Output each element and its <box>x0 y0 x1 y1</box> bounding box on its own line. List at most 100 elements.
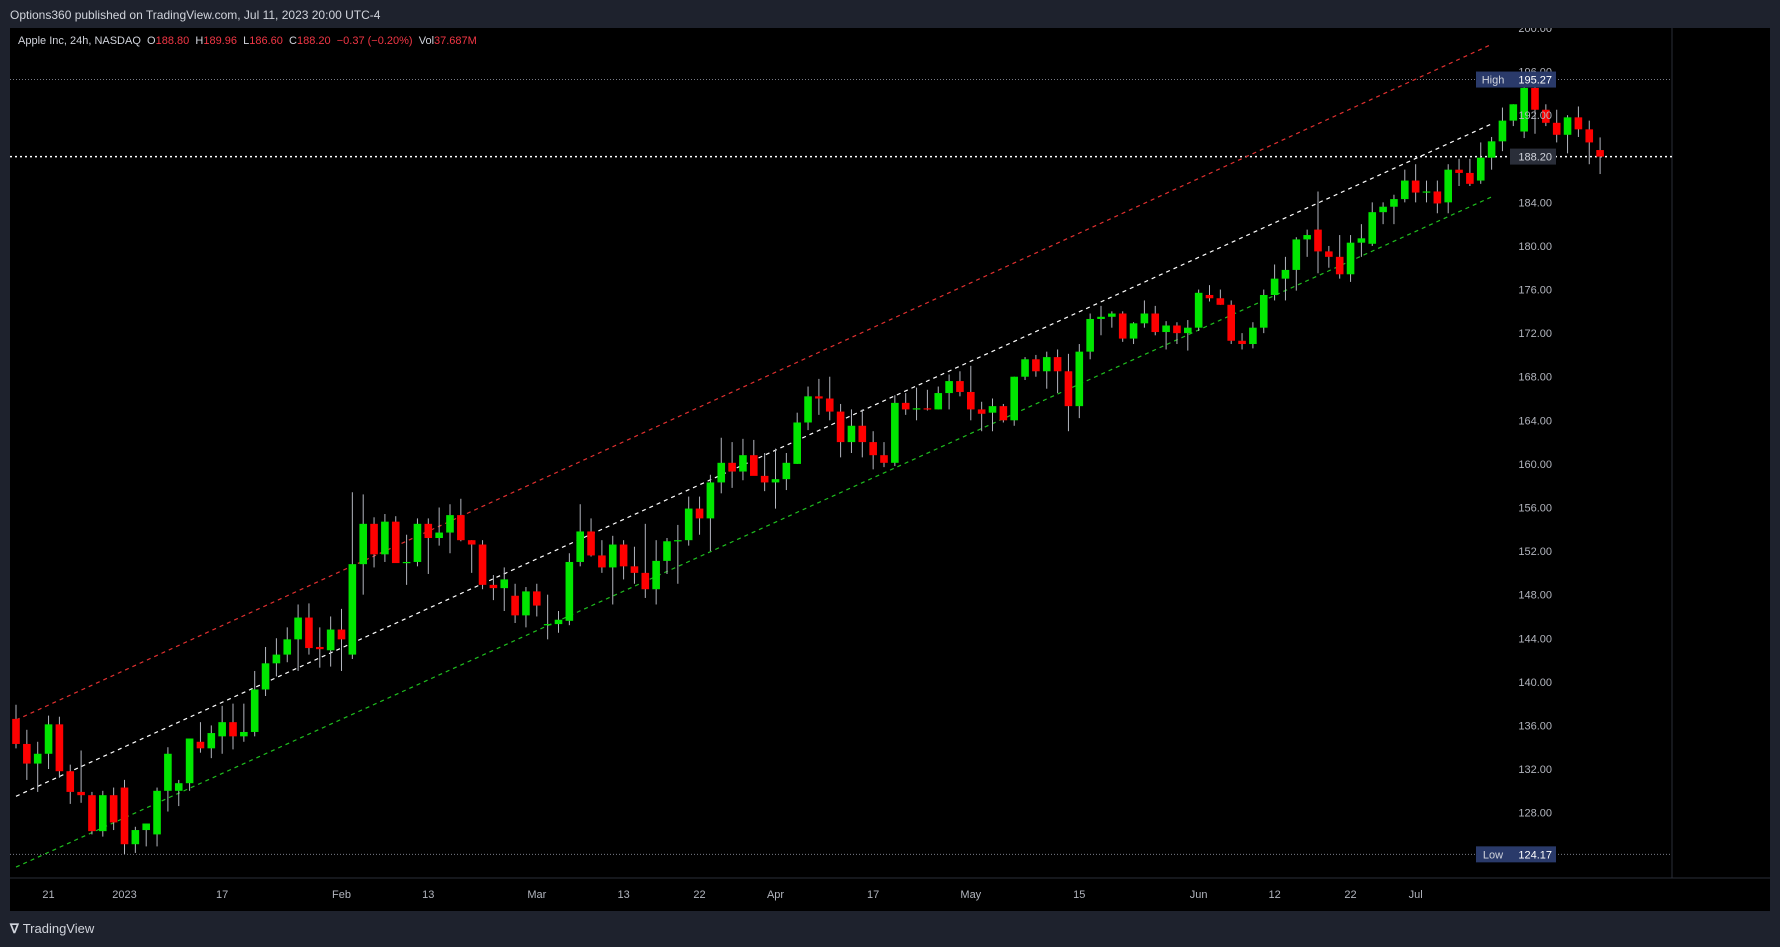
candle-down <box>1173 325 1181 334</box>
candle-up <box>218 722 226 737</box>
y-tick-label: 144.00 <box>1518 633 1552 645</box>
candle-down <box>750 455 758 476</box>
candle-up <box>1368 212 1377 244</box>
candle-down <box>424 523 433 538</box>
low-label: L <box>243 35 250 47</box>
candle-up <box>684 508 693 541</box>
candle-up <box>1563 117 1572 135</box>
x-tick-label: 2023 <box>112 889 136 901</box>
candle-up <box>1509 104 1518 121</box>
x-tick-label: Jun <box>1190 889 1208 901</box>
tradingview-logo[interactable]: ∇ TradingView <box>10 921 94 937</box>
open-value: 188.80 <box>155 35 190 47</box>
x-tick-label: Apr <box>767 889 784 901</box>
candle-up <box>1270 278 1279 295</box>
x-tick-label: 17 <box>216 889 228 901</box>
candle-up <box>348 564 357 655</box>
candle-down <box>760 475 769 483</box>
candle-down <box>836 411 845 443</box>
candle-down <box>229 722 237 737</box>
candle-up <box>1140 313 1149 324</box>
candle-up <box>1303 235 1311 240</box>
candle-up <box>261 663 270 690</box>
candle-down <box>901 402 910 410</box>
volume-label: Vol <box>418 35 435 47</box>
candle-down <box>88 795 96 832</box>
candle-down <box>956 381 964 392</box>
candle-up <box>912 408 921 410</box>
candle-up <box>142 823 150 831</box>
candle-down <box>457 515 465 541</box>
price-chart[interactable]: 200.00196.00192.00188.00184.00180.00176.… <box>10 28 1770 911</box>
candle-down <box>1335 256 1344 275</box>
y-tick-label: 184.00 <box>1518 197 1552 209</box>
candle-up <box>44 724 53 754</box>
candle-up <box>663 541 671 561</box>
candle-down <box>1205 294 1214 299</box>
x-tick-label: Feb <box>332 889 351 901</box>
low-price-value-badge <box>1510 846 1556 863</box>
candle-up <box>99 795 107 832</box>
x-tick-label: Jul <box>1409 889 1423 901</box>
low-price-label: Low <box>1483 849 1503 861</box>
candle-up <box>272 654 281 664</box>
candle-up <box>164 753 172 791</box>
candle-down <box>641 572 650 590</box>
y-tick-label: 156.00 <box>1518 502 1552 514</box>
candle-up <box>945 381 953 394</box>
candle-down <box>1433 191 1442 204</box>
x-tick-label: Mar <box>527 889 546 901</box>
candle-up <box>891 402 899 463</box>
y-tick-label: 152.00 <box>1518 546 1552 558</box>
low-value: 186.60 <box>249 35 283 47</box>
y-tick-label: 172.00 <box>1518 328 1552 340</box>
candle-up <box>674 540 682 542</box>
candle-up <box>1476 157 1485 181</box>
candle-down <box>1032 359 1040 372</box>
candle-up <box>1042 357 1051 372</box>
candle-down <box>196 741 205 749</box>
candle-up <box>1010 376 1018 421</box>
candle-up <box>153 790 161 835</box>
tradingview-brand: TradingView <box>22 921 95 936</box>
candle-down <box>511 595 519 616</box>
candle-down <box>1053 357 1062 372</box>
candle-down <box>999 406 1008 421</box>
candle-up <box>652 560 660 590</box>
high-label: H <box>195 35 204 47</box>
publish-header: Options360 published on TradingView.com,… <box>0 0 1780 28</box>
high-price-label: High <box>1482 75 1505 87</box>
candle-up <box>1281 269 1290 279</box>
candle-down <box>598 555 606 568</box>
x-tick-label: 22 <box>1344 889 1356 901</box>
candle-up <box>1498 120 1507 142</box>
candle-up <box>554 619 563 625</box>
x-tick-label: 13 <box>422 889 434 901</box>
y-tick-label: 160.00 <box>1518 459 1552 471</box>
candle-down <box>1227 304 1235 341</box>
x-tick-label: May <box>960 889 981 901</box>
candle-up <box>1129 323 1138 339</box>
candle-down <box>1151 313 1160 333</box>
chart-area[interactable]: 200.00196.00192.00188.00184.00180.00176.… <box>10 28 1770 911</box>
candle-down <box>869 442 877 456</box>
candle-up <box>804 396 812 423</box>
candle-down <box>1411 180 1420 193</box>
x-tick-label: 17 <box>867 889 879 901</box>
candle-down <box>533 591 541 606</box>
candle-down <box>1552 122 1561 135</box>
low-price-label-badge <box>1476 846 1510 863</box>
candle-up <box>717 462 726 483</box>
candle-down <box>23 743 31 764</box>
candle-up <box>1108 313 1116 317</box>
current-price-value: 188.20 <box>1518 152 1552 164</box>
candle-down <box>967 391 975 410</box>
candle-up <box>402 561 411 564</box>
candle-up <box>250 689 259 732</box>
candle-up <box>240 731 248 737</box>
candle-up <box>1162 325 1170 333</box>
candle-down <box>1118 313 1127 339</box>
candle-up <box>283 639 292 655</box>
candle-up <box>782 462 791 480</box>
candle-up <box>185 738 194 784</box>
